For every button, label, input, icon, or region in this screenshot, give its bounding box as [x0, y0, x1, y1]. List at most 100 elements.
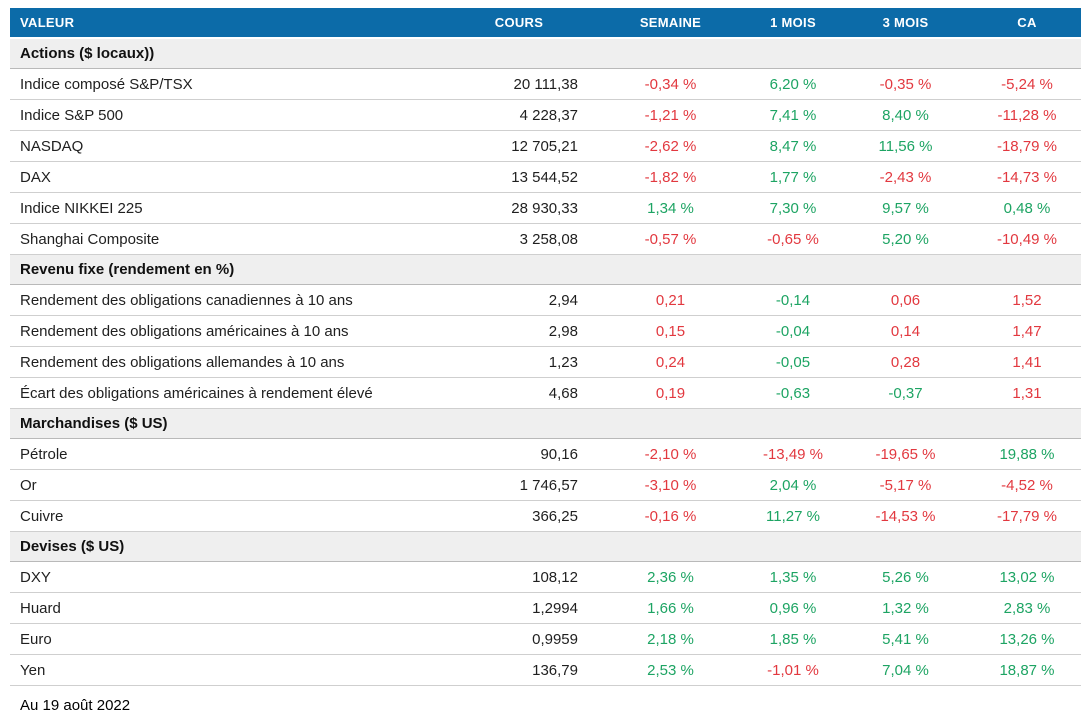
cours-cell: 28 930,33: [445, 192, 593, 224]
3mois-cell: 5,26 %: [838, 561, 973, 593]
section-row-devises: Devises ($ US): [10, 531, 1081, 562]
3mois-cell: 0,14: [838, 315, 973, 347]
table-row: Indice NIKKEI 225 28 930,33 1,34 % 7,30 …: [10, 192, 1081, 224]
valeur-cell: Pétrole: [10, 438, 445, 470]
1mois-cell: -0,63: [748, 377, 838, 409]
ca-cell: 13,02 %: [973, 561, 1081, 593]
ca-cell: -5,24 %: [973, 68, 1081, 100]
cours-cell: 4 228,37: [445, 99, 593, 131]
semaine-cell: 1,34 %: [593, 192, 748, 224]
market-table: VALEUR COURS SEMAINE 1 MOIS 3 MOIS CA Ac…: [10, 8, 1081, 686]
cours-cell: 3 258,08: [445, 223, 593, 255]
3mois-cell: 5,41 %: [838, 623, 973, 655]
1mois-cell: 1,77 %: [748, 161, 838, 193]
1mois-cell: 7,30 %: [748, 192, 838, 224]
table-row: Rendement des obligations canadiennes à …: [10, 284, 1081, 316]
table-row: Huard 1,2994 1,66 % 0,96 % 1,32 % 2,83 %: [10, 592, 1081, 624]
cours-cell: 4,68: [445, 377, 593, 409]
cours-cell: 2,94: [445, 284, 593, 316]
ca-cell: -4,52 %: [973, 469, 1081, 501]
column-header-3mois: 3 MOIS: [838, 8, 973, 39]
section-title: Revenu fixe (rendement en %): [10, 254, 1081, 285]
3mois-cell: 9,57 %: [838, 192, 973, 224]
valeur-cell: Indice NIKKEI 225: [10, 192, 445, 224]
3mois-cell: -5,17 %: [838, 469, 973, 501]
section-row-revenu-fixe: Revenu fixe (rendement en %): [10, 254, 1081, 285]
3mois-cell: 7,04 %: [838, 654, 973, 686]
table-row: Or 1 746,57 -3,10 % 2,04 % -5,17 % -4,52…: [10, 469, 1081, 501]
table-row: Euro 0,9959 2,18 % 1,85 % 5,41 % 13,26 %: [10, 623, 1081, 655]
ca-cell: -18,79 %: [973, 130, 1081, 162]
semaine-cell: 2,18 %: [593, 623, 748, 655]
1mois-cell: 1,35 %: [748, 561, 838, 593]
ca-cell: 1,52: [973, 284, 1081, 316]
valeur-cell: Rendement des obligations canadiennes à …: [10, 284, 445, 316]
cours-cell: 108,12: [445, 561, 593, 593]
3mois-cell: -2,43 %: [838, 161, 973, 193]
semaine-cell: -3,10 %: [593, 469, 748, 501]
section-title: Marchandises ($ US): [10, 408, 1081, 439]
3mois-cell: 0,06: [838, 284, 973, 316]
valeur-cell: Cuivre: [10, 500, 445, 532]
ca-cell: 1,41: [973, 346, 1081, 378]
3mois-cell: -0,37: [838, 377, 973, 409]
1mois-cell: -0,14: [748, 284, 838, 316]
semaine-cell: -0,57 %: [593, 223, 748, 255]
valeur-cell: NASDAQ: [10, 130, 445, 162]
ca-cell: -14,73 %: [973, 161, 1081, 193]
1mois-cell: 2,04 %: [748, 469, 838, 501]
section-title: Devises ($ US): [10, 531, 1081, 562]
ca-cell: 0,48 %: [973, 192, 1081, 224]
valeur-cell: Or: [10, 469, 445, 501]
table-row: Écart des obligations américaines à rend…: [10, 377, 1081, 409]
valeur-cell: Huard: [10, 592, 445, 624]
valeur-cell: Rendement des obligations américaines à …: [10, 315, 445, 347]
cours-cell: 366,25: [445, 500, 593, 532]
cours-cell: 136,79: [445, 654, 593, 686]
table-row: NASDAQ 12 705,21 -2,62 % 8,47 % 11,56 % …: [10, 130, 1081, 162]
3mois-cell: 8,40 %: [838, 99, 973, 131]
cours-cell: 1 746,57: [445, 469, 593, 501]
cours-cell: 20 111,38: [445, 68, 593, 100]
1mois-cell: 8,47 %: [748, 130, 838, 162]
column-header-cours: COURS: [445, 8, 593, 39]
3mois-cell: -19,65 %: [838, 438, 973, 470]
1mois-cell: 6,20 %: [748, 68, 838, 100]
column-header-1mois: 1 MOIS: [748, 8, 838, 39]
column-header-valeur: VALEUR: [10, 8, 445, 39]
valeur-cell: Écart des obligations américaines à rend…: [10, 377, 445, 409]
ca-cell: -11,28 %: [973, 99, 1081, 131]
1mois-cell: 7,41 %: [748, 99, 838, 131]
3mois-cell: 1,32 %: [838, 592, 973, 624]
ca-cell: 1,47: [973, 315, 1081, 347]
valeur-cell: Rendement des obligations allemandes à 1…: [10, 346, 445, 378]
1mois-cell: -1,01 %: [748, 654, 838, 686]
valeur-cell: DXY: [10, 561, 445, 593]
cours-cell: 2,98: [445, 315, 593, 347]
1mois-cell: -0,05: [748, 346, 838, 378]
table-row: Rendement des obligations allemandes à 1…: [10, 346, 1081, 378]
semaine-cell: -2,10 %: [593, 438, 748, 470]
table-row: Rendement des obligations américaines à …: [10, 315, 1081, 347]
ca-cell: 13,26 %: [973, 623, 1081, 655]
1mois-cell: -0,04: [748, 315, 838, 347]
semaine-cell: -1,82 %: [593, 161, 748, 193]
ca-cell: 1,31: [973, 377, 1081, 409]
1mois-cell: 1,85 %: [748, 623, 838, 655]
table-row: Indice composé S&P/TSX 20 111,38 -0,34 %…: [10, 68, 1081, 100]
ca-cell: 19,88 %: [973, 438, 1081, 470]
3mois-cell: -14,53 %: [838, 500, 973, 532]
semaine-cell: 1,66 %: [593, 592, 748, 624]
3mois-cell: 0,28: [838, 346, 973, 378]
table-row: Yen 136,79 2,53 % -1,01 % 7,04 % 18,87 %: [10, 654, 1081, 686]
valeur-cell: Shanghai Composite: [10, 223, 445, 255]
cours-cell: 0,9959: [445, 623, 593, 655]
1mois-cell: -0,65 %: [748, 223, 838, 255]
semaine-cell: -1,21 %: [593, 99, 748, 131]
table-row: Shanghai Composite 3 258,08 -0,57 % -0,6…: [10, 223, 1081, 255]
semaine-cell: 2,36 %: [593, 561, 748, 593]
ca-cell: 18,87 %: [973, 654, 1081, 686]
semaine-cell: 0,19: [593, 377, 748, 409]
ca-cell: -17,79 %: [973, 500, 1081, 532]
